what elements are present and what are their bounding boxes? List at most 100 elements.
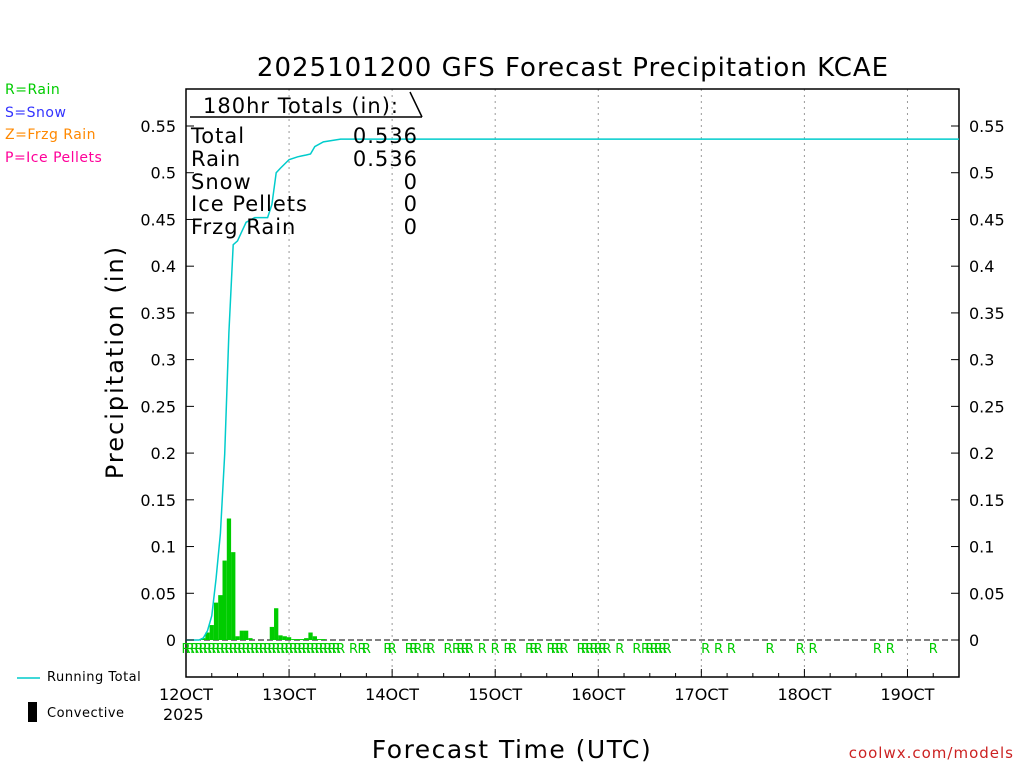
precip-type-marker: R xyxy=(594,642,603,657)
precip-type-marker: R xyxy=(323,642,332,657)
y-tick-label-right: 0.55 xyxy=(969,117,1005,136)
precip-type-marker: R xyxy=(525,642,534,657)
precip-type-marker: R xyxy=(478,642,487,657)
y-tick-label-left: 0 xyxy=(166,631,176,650)
y-tick-label-right: 0.15 xyxy=(969,491,1005,510)
totals-rain-value: 0.536 xyxy=(353,147,418,171)
precip-type-marker: R xyxy=(577,642,586,657)
x-axis-label: Forecast Time (UTC) xyxy=(372,735,652,764)
rain-bar xyxy=(222,560,227,640)
precip-type-marker: R xyxy=(701,642,710,657)
watermark: coolwx.com/models xyxy=(848,744,1014,762)
precip-type-marker: R xyxy=(650,642,659,657)
grid-layer xyxy=(186,89,959,677)
precip-type-marker: R xyxy=(645,642,654,657)
totals-ice-label: Ice Pellets xyxy=(191,192,308,216)
x-tick-label: 19OCT xyxy=(881,685,935,704)
rain-bar xyxy=(205,632,210,640)
precip-type-marker: R xyxy=(405,642,414,657)
totals-box: 180hr Totals (in): Total 0.536 Rain 0.53… xyxy=(190,91,423,239)
precip-type-marker: R xyxy=(727,642,736,657)
totals-frzg-label: Frzg Rain xyxy=(191,215,296,239)
rain-bar xyxy=(308,632,313,640)
rain-bar xyxy=(201,638,206,640)
precip-type-marker: R xyxy=(388,642,397,657)
legend-rain: R=Rain xyxy=(5,82,61,98)
precip-type-marker: R xyxy=(306,642,315,657)
precip-type-marker: R xyxy=(349,642,358,657)
precip-type-marker: R xyxy=(598,642,607,657)
precip-type-marker: R xyxy=(662,642,671,657)
legend-frzg-rain: Z=Frzg Rain xyxy=(5,127,97,143)
y-tick-label-left: 0.15 xyxy=(140,491,176,510)
totals-header: 180hr Totals (in): xyxy=(203,94,399,118)
precip-type-marker: R xyxy=(581,642,590,657)
precip-type-marker: R xyxy=(315,642,324,657)
y-tick-label-right: 0.45 xyxy=(969,210,1005,229)
precip-type-marker: R xyxy=(302,642,311,657)
rain-bar xyxy=(209,625,214,640)
y-axis-left: 0 0.05 0.1 0.15 0.2 0.25 0.3 0.35 0.4 0.45 0.5 0.55 xyxy=(140,117,194,650)
x-tick-label: 15OCT xyxy=(468,685,522,704)
precip-type-marker: R xyxy=(336,642,345,657)
precip-type-marker: R xyxy=(559,642,568,657)
precip-type-marker: R xyxy=(289,642,298,657)
precip-type-marker: R xyxy=(456,642,465,657)
rain-bar xyxy=(312,636,317,640)
precip-type-marker: R xyxy=(263,642,272,657)
precip-type-marker: R xyxy=(216,642,225,657)
x-tick-label: 16OCT xyxy=(571,685,625,704)
legend-ice-pellets: P=Ice Pellets xyxy=(5,150,103,166)
running-total-legend-label: Running Total xyxy=(47,670,142,685)
precip-type-marker: R xyxy=(443,642,452,657)
y-tick-label-right: 0.05 xyxy=(969,584,1005,603)
precip-type-marker: R xyxy=(190,642,199,657)
rain-bar xyxy=(282,636,287,640)
precip-type-marker: R xyxy=(585,642,594,657)
precip-type-marker: R xyxy=(297,642,306,657)
y-axis-label: Precipitation (in) xyxy=(101,245,129,479)
precip-type-marker: R xyxy=(220,642,229,657)
rain-bar xyxy=(295,639,300,640)
rain-bar xyxy=(243,630,249,640)
precip-type-marker: R xyxy=(452,642,461,657)
totals-frzg-value: 0 xyxy=(404,215,418,239)
y-tick-label-left: 0.45 xyxy=(140,210,176,229)
precip-type-marker: R xyxy=(508,642,517,657)
precip-type-marker: R xyxy=(280,642,289,657)
totals-snow-label: Snow xyxy=(191,170,252,194)
precip-type-marker: R xyxy=(529,642,538,657)
y-tick-label-left: 0.05 xyxy=(140,584,176,603)
precip-type-marker: R xyxy=(199,642,208,657)
precip-type-marker: R xyxy=(551,642,560,657)
precip-type-marker: R xyxy=(229,642,238,657)
precip-type-marker: R xyxy=(929,642,938,657)
x-axis: 12OCT 13OCT 14OCT 15OCT 16OCT 17OCT 18OCT 19OCT xyxy=(159,669,960,704)
precip-type-marker: R xyxy=(547,642,556,657)
x-tick-label: 13OCT xyxy=(262,685,316,704)
y-tick-label-right: 0.1 xyxy=(969,538,994,557)
totals-ice-value: 0 xyxy=(404,192,418,216)
rain-bar xyxy=(269,626,275,640)
precip-type-marker: R xyxy=(422,642,431,657)
running-total-line xyxy=(186,138,959,641)
precip-type-marker: R xyxy=(796,642,805,657)
y-tick-label-left: 0.25 xyxy=(140,397,176,416)
x-tick-label: 17OCT xyxy=(674,685,728,704)
precip-type-marker: R xyxy=(358,642,367,657)
y-tick-label-right: 0.4 xyxy=(969,257,994,276)
convective-legend-label: Convective xyxy=(47,706,125,721)
x-tick-label: 14OCT xyxy=(365,685,419,704)
y-tick-label-left: 0.4 xyxy=(151,257,176,276)
rain-bar xyxy=(213,602,219,640)
precip-type-marker: R xyxy=(207,642,216,657)
precip-type-marker: R xyxy=(766,642,775,657)
y-tick-label-left: 0.5 xyxy=(151,164,176,183)
precip-type-marker: R xyxy=(237,642,246,657)
legend-snow: S=Snow xyxy=(5,105,67,121)
precip-type-marker: R xyxy=(504,642,513,657)
precip-type-marker: R xyxy=(319,642,328,657)
y-tick-label-left: 0.1 xyxy=(151,538,176,557)
